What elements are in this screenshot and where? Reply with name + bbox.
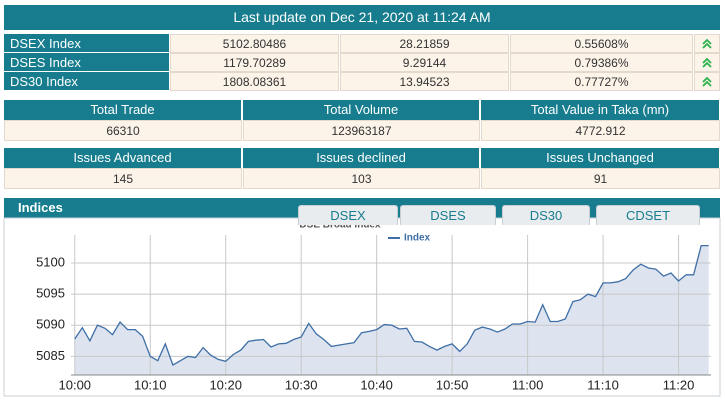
x-tick-label: 10:40 [360, 377, 393, 392]
table-value: 91 [481, 168, 720, 189]
index-cell: 0.77727% [510, 72, 693, 91]
index-cell: 9.29144 [340, 53, 509, 72]
legend-label: Index [404, 233, 431, 244]
y-tick-label: 5100 [36, 254, 65, 269]
y-tick-label: 5090 [36, 317, 65, 332]
table-header: Total Volume [243, 100, 480, 120]
x-tick-label: 10:30 [285, 377, 318, 392]
tab[interactable]: DSES [400, 205, 496, 225]
y-tick-label: 5095 [36, 286, 65, 301]
tab[interactable]: DSEX [298, 205, 398, 225]
y-tick-label: 5085 [36, 348, 65, 363]
x-tick-label: 10:20 [209, 377, 242, 392]
table-value: 123963187 [243, 120, 480, 141]
x-tick-label: 11:00 [512, 377, 544, 392]
area-fill [74, 245, 709, 375]
up-arrow [694, 72, 720, 91]
arrow-icon [702, 76, 712, 87]
table-value: 103 [243, 168, 480, 189]
table-header: Issues declined [243, 148, 480, 168]
table-header: Issues Unchanged [481, 148, 720, 168]
table-header: Total Value in Taka (mn) [481, 100, 720, 120]
last-update: Last update on Dec 21, 2020 at 11:24 AM [4, 5, 720, 30]
x-tick-label: 10:00 [59, 377, 92, 392]
table-header: Issues Advanced [4, 148, 242, 168]
up-arrow [694, 53, 720, 72]
table-value: 145 [4, 168, 242, 189]
index-cell: 13.94523 [340, 72, 509, 91]
table-header: Total Trade [4, 100, 242, 120]
x-tick-label: 11:10 [587, 377, 619, 392]
index-cell: 28.21859 [340, 34, 509, 53]
x-tick-label: 11:20 [663, 377, 695, 392]
index-name[interactable]: DSES Index [4, 53, 169, 71]
up-arrow [694, 34, 720, 53]
index-cell: 0.79386% [510, 53, 693, 72]
tab[interactable]: CDSET [596, 205, 700, 225]
index-cell: 0.55608% [510, 34, 693, 53]
chart-title: DSE Broad Index [299, 220, 381, 231]
index-cell: 1808.08361 [170, 72, 339, 91]
index-cell: 5102.80486 [170, 34, 339, 53]
arrow-icon [702, 57, 712, 68]
table-value: 66310 [4, 120, 242, 141]
table-value: 4772.912 [481, 120, 720, 141]
x-tick-label: 10:10 [134, 377, 167, 392]
index-line [74, 244, 709, 366]
index-cell: 1179.70289 [170, 53, 339, 72]
arrow-icon [702, 38, 712, 49]
index-name[interactable]: DS30 Index [4, 72, 169, 90]
x-tick-label: 10:50 [436, 377, 469, 392]
index-name[interactable]: DSEX Index [4, 34, 169, 52]
tab[interactable]: DS30 [502, 205, 590, 225]
